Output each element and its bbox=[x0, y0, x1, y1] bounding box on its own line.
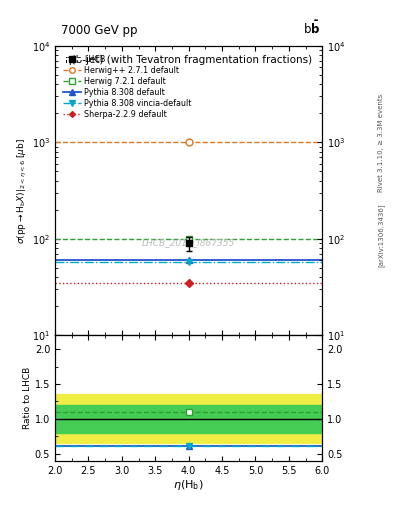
Text: 7000 GeV pp: 7000 GeV pp bbox=[61, 24, 138, 37]
Bar bbox=[55, 394, 322, 443]
Text: η(b-jet) (with Tevatron fragmentation fractions): η(b-jet) (with Tevatron fragmentation fr… bbox=[65, 55, 312, 65]
X-axis label: $\eta(\mathrm{H_b})$: $\eta(\mathrm{H_b})$ bbox=[173, 478, 204, 493]
Text: LHCB_2010_I867355: LHCB_2010_I867355 bbox=[142, 238, 235, 247]
Text: [arXiv:1306.3436]: [arXiv:1306.3436] bbox=[378, 204, 385, 267]
Y-axis label: Ratio to LHCB: Ratio to LHCB bbox=[23, 367, 32, 429]
Text: b$\mathbf{\bar{b}}$: b$\mathbf{\bar{b}}$ bbox=[303, 20, 320, 37]
Y-axis label: $\sigma(\mathrm{pp} \to \mathrm{H_b} X)|_{2<\eta<6}\ [\mu\mathrm{b}]$: $\sigma(\mathrm{pp} \to \mathrm{H_b} X)|… bbox=[16, 138, 29, 244]
Bar bbox=[55, 405, 322, 433]
Legend: LHCB, Herwig++ 2.7.1 default, Herwig 7.2.1 default, Pythia 8.308 default, Pythia: LHCB, Herwig++ 2.7.1 default, Herwig 7.2… bbox=[62, 53, 193, 120]
Text: Rivet 3.1.10, ≥ 3.3M events: Rivet 3.1.10, ≥ 3.3M events bbox=[378, 94, 384, 193]
